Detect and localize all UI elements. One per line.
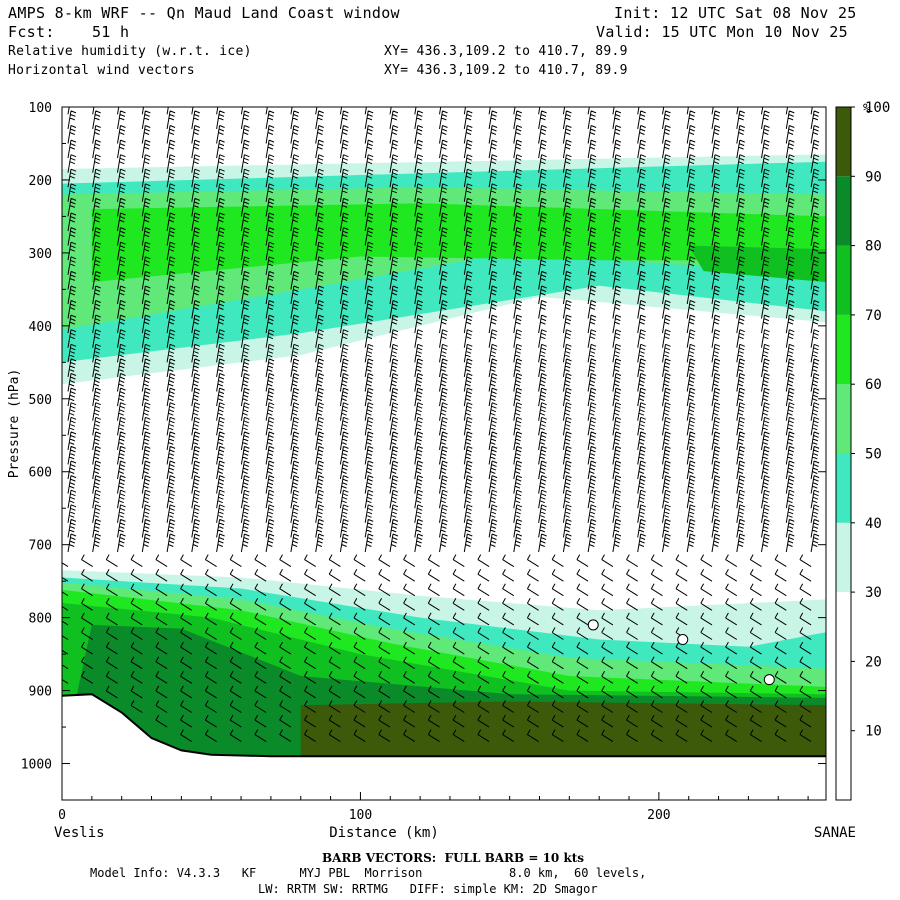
colorbar-tick-label: 70 xyxy=(865,308,882,324)
colorbar-unit: % xyxy=(863,102,871,117)
forecast-hour: Fcst: 51 h xyxy=(8,23,130,41)
colorbar-swatch xyxy=(836,592,851,662)
colorbar-tick-label: 50 xyxy=(865,447,882,463)
colorbar-swatch xyxy=(836,176,851,246)
colorbar-swatch xyxy=(836,522,851,593)
init-time: Init: 12 UTC Sat 08 Nov 25 xyxy=(614,4,857,22)
y-tick-label: 600 xyxy=(29,466,52,481)
plot-frame xyxy=(61,106,827,801)
colorbar-tick-label: 30 xyxy=(865,585,882,601)
colorbar-tick-label: 80 xyxy=(865,239,882,255)
colorbar-swatch xyxy=(836,384,851,454)
colorbar-swatch xyxy=(836,107,851,177)
y-tick-label: 100 xyxy=(29,101,52,116)
colorbar-swatch xyxy=(836,661,851,731)
model-info-line-1: Model Info: V4.3.3 KF MYJ PBL Morrison 8… xyxy=(90,866,647,880)
terrain-line xyxy=(62,693,826,758)
x-tick-label: 200 xyxy=(647,808,670,823)
field-1-name: Relative humidity (w.r.t. ice) xyxy=(8,44,252,59)
colorbar-swatch xyxy=(836,730,851,800)
colorbar-tick-label: 100 xyxy=(865,100,890,116)
y-tick-label: 800 xyxy=(29,612,52,627)
x-tick-label: 100 xyxy=(349,808,372,823)
right-endpoint-label: SANAE xyxy=(814,825,856,841)
y-tick-label: 700 xyxy=(29,539,52,554)
chart-title: AMPS 8-km WRF -- Qn Maud Land Coast wind… xyxy=(8,4,400,22)
model-info-line-2: LW: RRTM SW: RRTMG DIFF: simple KM: 2D S… xyxy=(258,882,598,896)
terrain-fill xyxy=(62,694,826,800)
field-2-name: Horizontal wind vectors xyxy=(8,63,195,78)
colorbar-swatch xyxy=(836,314,851,385)
humidity-field xyxy=(62,107,826,800)
left-endpoint-label: Veslis xyxy=(54,825,105,841)
upper-layer-rh-70 xyxy=(91,203,826,283)
y-tick-label: 900 xyxy=(29,685,52,700)
field-2-xy: XY= 436.3,109.2 to 410.7, 89.9 xyxy=(384,63,628,78)
x-axis-label: Distance (km) xyxy=(329,825,439,841)
y-tick-label: 400 xyxy=(29,320,52,335)
barb-legend: BARB VECTORS: FULL BARB = 10 kts xyxy=(322,851,585,865)
y-tick-label: 300 xyxy=(29,247,52,262)
wind-barbs xyxy=(62,107,820,743)
colorbar-tick-label: 10 xyxy=(865,724,882,740)
bl-rh-100 xyxy=(300,701,826,764)
colorbar-tick-label: 60 xyxy=(865,377,882,393)
y-tick-label: 500 xyxy=(29,393,52,408)
x-tick-label: 0 xyxy=(58,808,66,823)
colorbar-tick-label: 20 xyxy=(865,654,882,670)
calm-wind-circle xyxy=(677,634,689,646)
calm-wind-circle xyxy=(587,619,599,631)
colorbar-swatch xyxy=(836,245,851,315)
upper-layer-rh-80 xyxy=(688,245,826,283)
calm-wind-circle xyxy=(763,674,775,686)
colorbar-tick-label: 90 xyxy=(865,169,882,185)
wind-barb-paths xyxy=(62,107,820,743)
y-axis-label: Pressure (hPa) xyxy=(7,369,22,479)
valid-time: Valid: 15 UTC Mon 10 Nov 25 xyxy=(596,23,848,41)
colorbar-swatch xyxy=(836,453,851,523)
y-tick-label: 1000 xyxy=(21,758,52,773)
colorbar-tick-label: 40 xyxy=(865,516,882,532)
field-1-xy: XY= 436.3,109.2 to 410.7, 89.9 xyxy=(384,44,628,59)
y-tick-label: 200 xyxy=(29,174,52,189)
